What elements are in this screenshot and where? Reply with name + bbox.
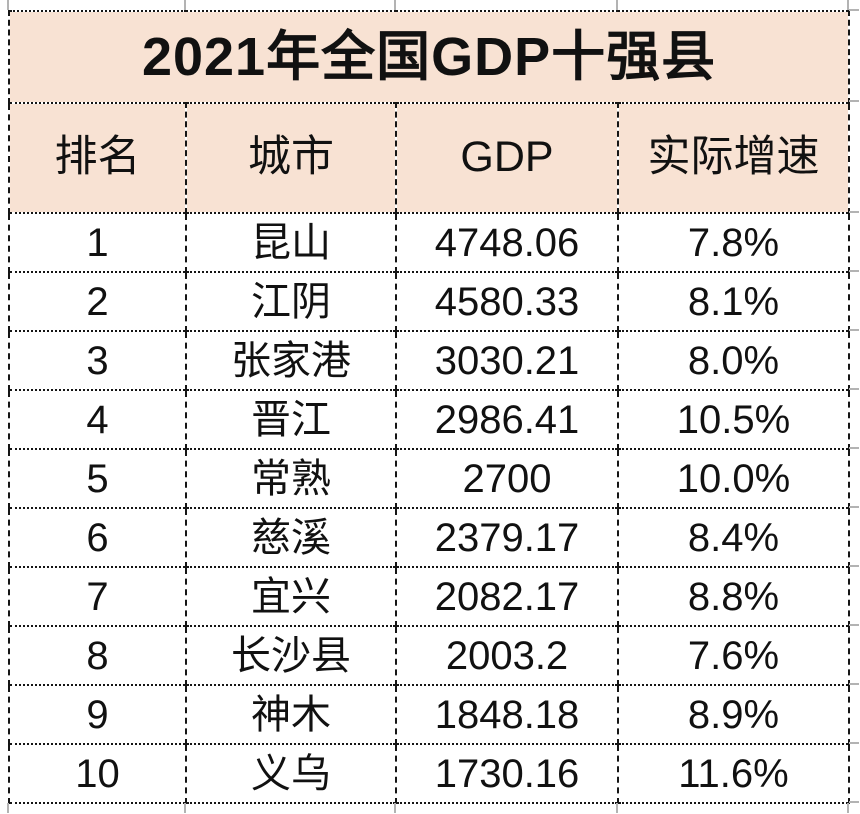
gridline-tick [849, 624, 859, 626]
cell-gdp[interactable]: 3030.21 [395, 330, 619, 391]
cell-growth[interactable]: 11.6% [616, 743, 851, 804]
table-row: 7 宜兴 2082.17 8.8% [8, 566, 851, 627]
gridline-tick [616, 803, 618, 813]
title-row: 2021年全国GDP十强县 [7, 10, 851, 104]
column-header-growth[interactable]: 实际增速 [616, 102, 851, 214]
cell-city[interactable]: 江阴 [185, 271, 397, 332]
cell-rank[interactable]: 6 [8, 507, 187, 568]
cell-growth[interactable]: 7.6% [616, 625, 851, 686]
cell-rank[interactable]: 8 [8, 625, 187, 686]
cell-rank[interactable]: 4 [8, 389, 187, 450]
cell-gdp[interactable]: 1848.18 [395, 684, 619, 745]
column-header-rank[interactable]: 排名 [8, 102, 187, 214]
cell-city[interactable]: 晋江 [185, 389, 397, 450]
gridline-tick [7, 803, 9, 813]
gridline-tick [849, 447, 859, 449]
table-row: 5 常熟 2700 10.0% [8, 448, 851, 509]
gridline-tick [184, 0, 186, 10]
gridline-tick [849, 270, 859, 272]
cell-city[interactable]: 宜兴 [185, 566, 397, 627]
header-row: 排名 城市 GDP 实际增速 [8, 102, 851, 214]
table-row: 3 张家港 3030.21 8.0% [8, 330, 851, 391]
cell-growth[interactable]: 8.0% [616, 330, 851, 391]
cell-growth[interactable]: 10.5% [616, 389, 851, 450]
gridline-tick [849, 801, 859, 803]
table-row: 10 义乌 1730.16 11.6% [8, 743, 851, 804]
gridline-tick [849, 683, 859, 685]
cell-growth[interactable]: 8.4% [616, 507, 851, 568]
table-row: 1 昆山 4748.06 7.8% [8, 212, 851, 273]
cell-city[interactable]: 慈溪 [185, 507, 397, 568]
cell-rank[interactable]: 5 [8, 448, 187, 509]
gridline-tick [849, 388, 859, 390]
cell-gdp[interactable]: 2082.17 [395, 566, 619, 627]
table-row: 8 长沙县 2003.2 7.6% [8, 625, 851, 686]
gridline-tick [849, 506, 859, 508]
table-row: 4 晋江 2986.41 10.5% [8, 389, 851, 450]
cell-growth[interactable]: 7.8% [616, 212, 851, 273]
cell-city[interactable]: 神木 [185, 684, 397, 745]
gdp-top10-table: 2021年全国GDP十强县 排名 城市 GDP 实际增速 1 昆山 4748.0… [7, 10, 851, 804]
gridline-tick [849, 329, 859, 331]
column-header-gdp[interactable]: GDP [395, 102, 619, 214]
table-title[interactable]: 2021年全国GDP十强县 [7, 10, 851, 104]
cell-gdp[interactable]: 2700 [395, 448, 619, 509]
cell-gdp[interactable]: 4580.33 [395, 271, 619, 332]
cell-rank[interactable]: 10 [8, 743, 187, 804]
gridline-tick [616, 0, 618, 10]
cell-growth[interactable]: 8.1% [616, 271, 851, 332]
table-row: 9 神木 1848.18 8.9% [8, 684, 851, 745]
cell-city[interactable]: 长沙县 [185, 625, 397, 686]
cell-growth[interactable]: 10.0% [616, 448, 851, 509]
table-row: 6 慈溪 2379.17 8.4% [8, 507, 851, 568]
cell-rank[interactable]: 9 [8, 684, 187, 745]
cell-gdp[interactable]: 2986.41 [395, 389, 619, 450]
cell-gdp[interactable]: 2379.17 [395, 507, 619, 568]
cell-gdp[interactable]: 4748.06 [395, 212, 619, 273]
cell-growth[interactable]: 8.9% [616, 684, 851, 745]
cell-rank[interactable]: 7 [8, 566, 187, 627]
cell-gdp[interactable]: 2003.2 [395, 625, 619, 686]
gridline-tick [847, 803, 849, 813]
cell-city[interactable]: 昆山 [185, 212, 397, 273]
cell-rank[interactable]: 1 [8, 212, 187, 273]
gridline-tick [849, 9, 859, 11]
cell-city[interactable]: 义乌 [185, 743, 397, 804]
cell-city[interactable]: 常熟 [185, 448, 397, 509]
gridline-tick [849, 211, 859, 213]
gridline-tick [394, 803, 396, 813]
gridline-tick [849, 100, 859, 102]
cell-growth[interactable]: 8.8% [616, 566, 851, 627]
column-header-city[interactable]: 城市 [185, 102, 397, 214]
table-row: 2 江阴 4580.33 8.1% [8, 271, 851, 332]
cell-gdp[interactable]: 1730.16 [395, 743, 619, 804]
gridline-tick [184, 803, 186, 813]
gridline-tick [847, 0, 849, 10]
cell-rank[interactable]: 2 [8, 271, 187, 332]
gridline-tick [394, 0, 396, 10]
cell-rank[interactable]: 3 [8, 330, 187, 391]
gridline-tick [7, 0, 9, 10]
gridline-tick [849, 742, 859, 744]
gridline-tick [849, 565, 859, 567]
cell-city[interactable]: 张家港 [185, 330, 397, 391]
